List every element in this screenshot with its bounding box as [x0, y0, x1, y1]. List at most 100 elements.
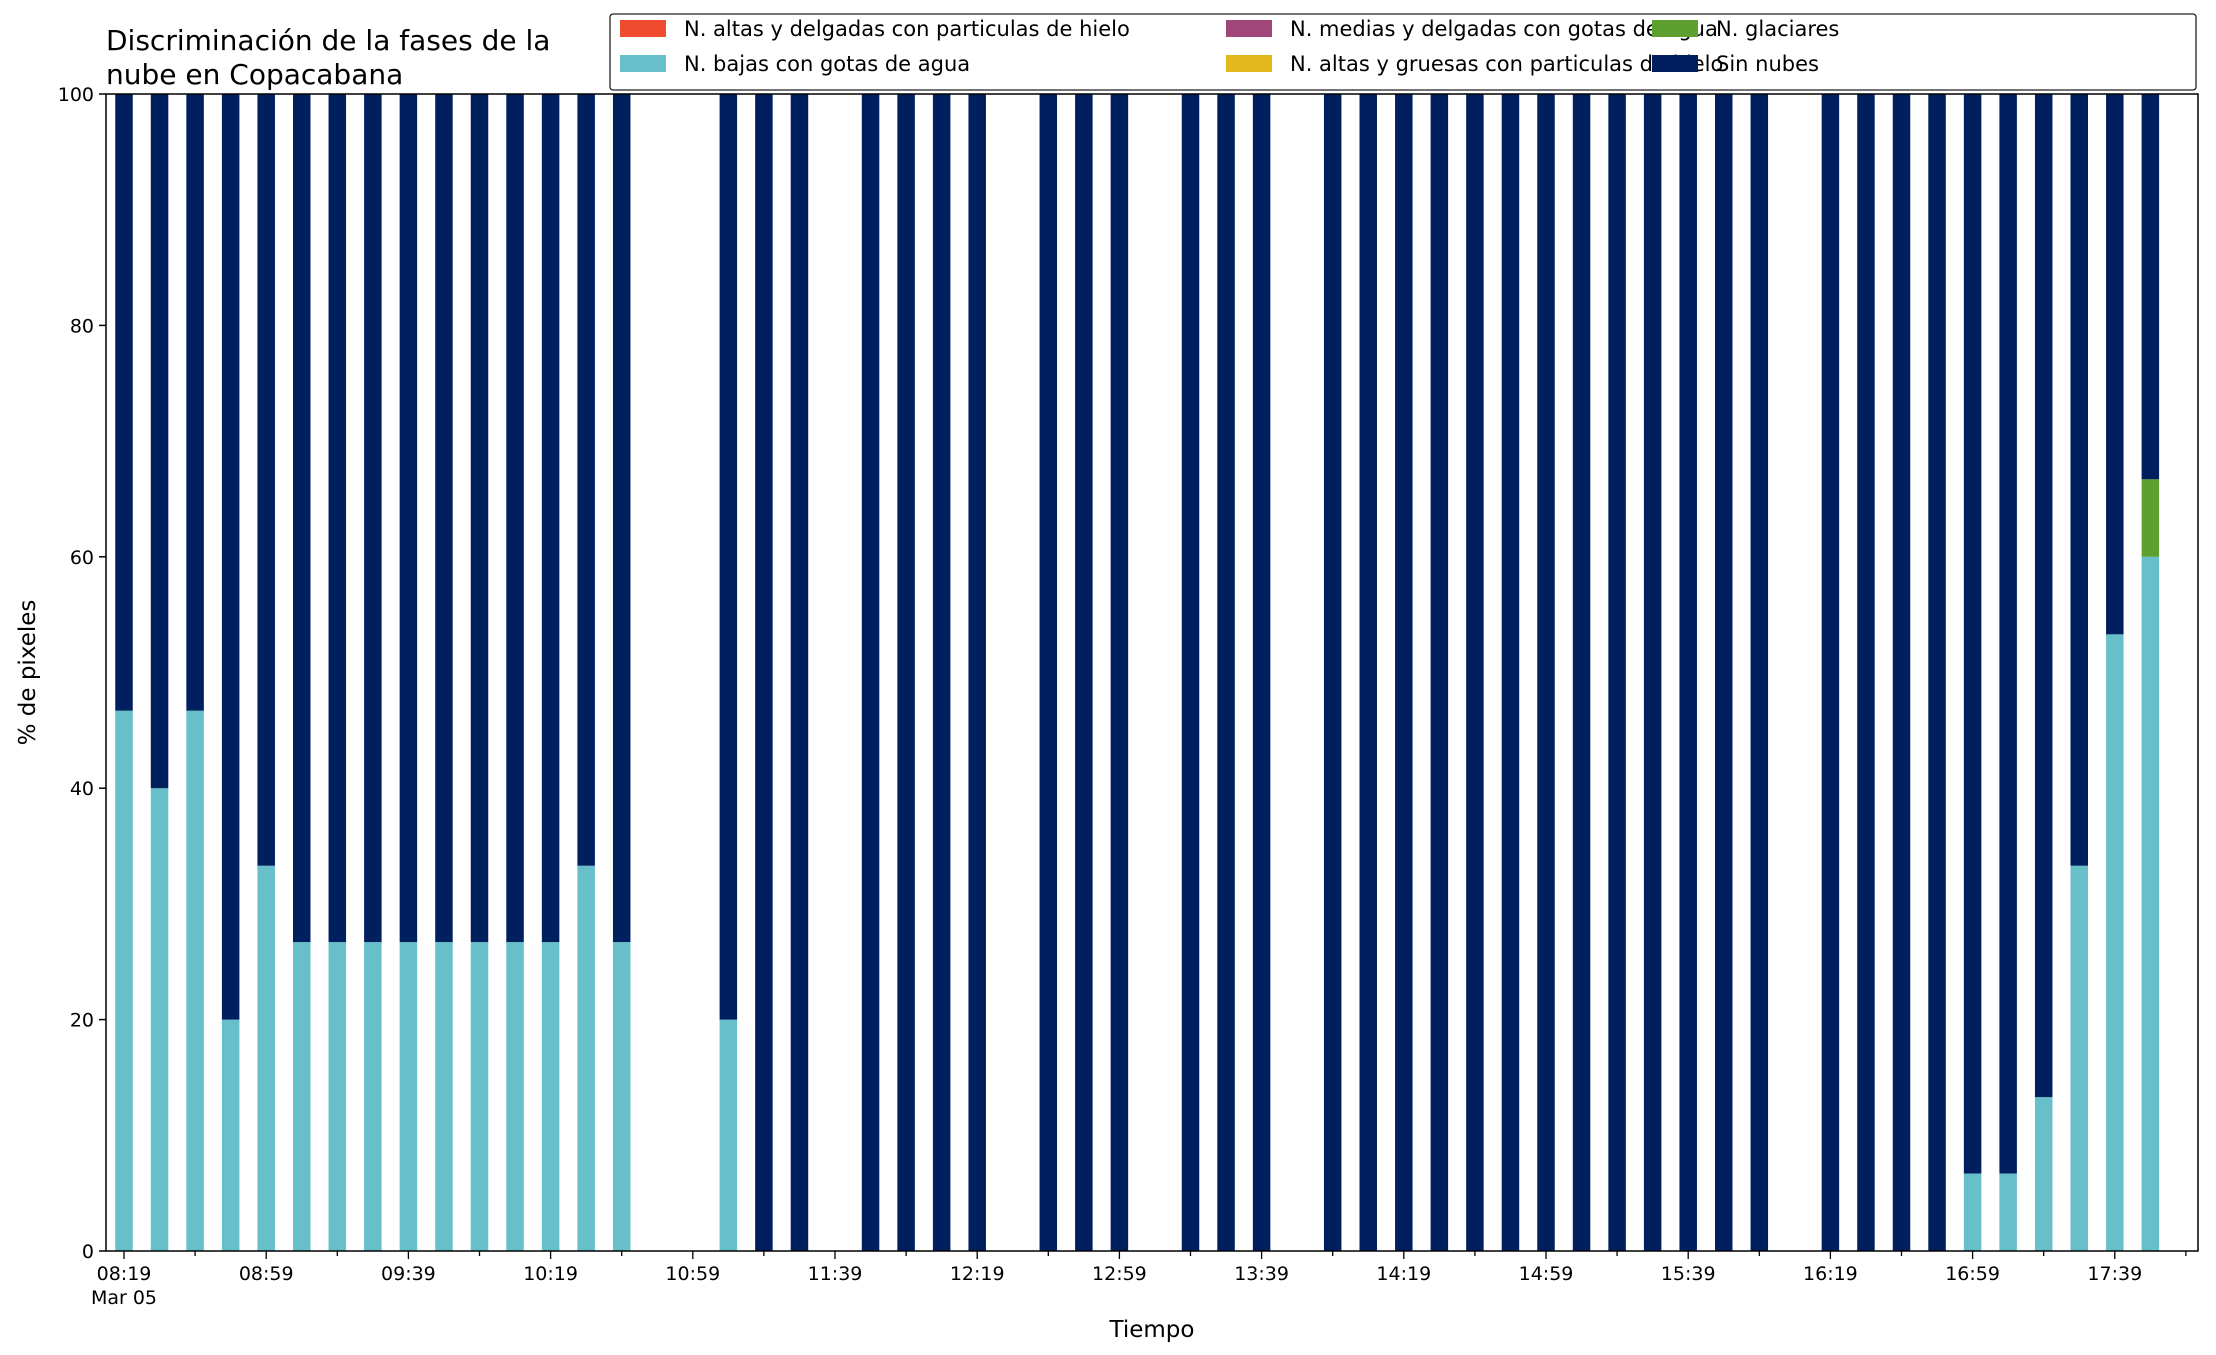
- y-tick-label: 80: [70, 315, 94, 337]
- bar-segment: [2034, 94, 2053, 1098]
- bar-segment: [612, 942, 631, 1251]
- x-tick-label: 15:39: [1661, 1263, 1716, 1285]
- bar-segment: [364, 94, 382, 943]
- x-tick-label: 16:59: [1945, 1263, 2000, 1285]
- bar-segment: [115, 710, 133, 1251]
- plot-frame: [105, 93, 2199, 1252]
- bar-segment: [115, 94, 133, 711]
- legend-box: [609, 13, 2197, 91]
- bar-segment: [1181, 94, 1200, 1251]
- bar-segment: [1466, 94, 1484, 1251]
- y-tick-label: 20: [70, 1010, 94, 1032]
- x-tick-sublabel: Mar 05: [91, 1287, 157, 1309]
- bar-segment: [1892, 94, 1911, 1251]
- bar-segment: [1928, 94, 1946, 1251]
- legend-swatch: [1652, 55, 1698, 72]
- legend-entry-label: Sin nubes: [1716, 52, 1819, 76]
- bar-segment: [1999, 1173, 2017, 1251]
- bar-segment: [470, 942, 489, 1251]
- y-tick-label: 60: [70, 547, 94, 569]
- bar-segment: [1857, 94, 1875, 1251]
- bar-segment: [150, 94, 169, 789]
- x-tick-label: 10:59: [665, 1263, 720, 1285]
- bar-segment: [1572, 94, 1591, 1251]
- bar-segment: [2106, 94, 2124, 635]
- legend-swatch: [1226, 20, 1272, 37]
- bar-segment: [2141, 94, 2160, 480]
- x-tick-label: 14:19: [1376, 1263, 1431, 1285]
- legend: N. altas y delgadas con particulas de hi…: [609, 13, 2197, 91]
- y-tick-label: 0: [82, 1241, 94, 1263]
- bar-segment: [399, 942, 418, 1251]
- bar-segment: [470, 94, 489, 943]
- chart-title-line: nube en Copacabana: [106, 58, 403, 91]
- bar-segment: [541, 942, 560, 1251]
- bar-segment: [293, 942, 311, 1251]
- legend-entry-label: N. medias y delgadas con gotas de agua: [1290, 17, 1718, 41]
- bar-segment: [221, 1019, 240, 1251]
- bar-segment: [435, 942, 453, 1251]
- bar-segment: [1430, 94, 1449, 1251]
- x-tick-label: 10:19: [523, 1263, 578, 1285]
- x-tick-label: 11:39: [808, 1263, 863, 1285]
- bar-segment: [1359, 94, 1377, 1251]
- bar-segment: [506, 94, 524, 943]
- bar-segment: [719, 94, 738, 1020]
- y-tick-label: 40: [70, 778, 94, 800]
- bars-layer: [115, 94, 2160, 1251]
- legend-swatch: [1226, 55, 1272, 72]
- bar-segment: [755, 94, 773, 1251]
- bar-segment: [612, 94, 631, 943]
- bar-segment: [790, 94, 809, 1251]
- y-tick-label: 100: [58, 84, 94, 106]
- chart-title-line: Discriminación de la fases de la: [106, 24, 550, 57]
- bar-segment: [1821, 94, 1840, 1251]
- bar-segment: [364, 942, 382, 1251]
- x-tick-label: 16:19: [1803, 1263, 1858, 1285]
- bar-segment: [328, 942, 347, 1251]
- x-tick-label: 08:59: [239, 1263, 294, 1285]
- bar-segment: [257, 865, 275, 1251]
- bar-segment: [186, 94, 204, 711]
- bar-segment: [2106, 634, 2124, 1251]
- bar-segment: [328, 94, 347, 943]
- legend-entry-label: N. altas y gruesas con particulas de hie…: [1290, 52, 1723, 76]
- bar-segment: [2141, 556, 2160, 1251]
- bar-segment: [968, 94, 986, 1251]
- x-axis: 08:19 08:59 09:39 10:19 10:59 11:39 12:19 12:59…: [91, 1251, 2187, 1309]
- bar-segment: [1110, 94, 1129, 1251]
- bar-segment: [257, 94, 275, 866]
- bar-segment: [2141, 479, 2160, 557]
- x-tick-label: 12:59: [1092, 1263, 1147, 1285]
- bar-segment: [2070, 94, 2088, 866]
- bar-segment: [2034, 1097, 2053, 1251]
- bar-segment: [221, 94, 240, 1020]
- legend-entry-label: N. bajas con gotas de agua: [684, 52, 970, 76]
- bar-segment: [293, 94, 311, 943]
- bar-segment: [1039, 94, 1058, 1251]
- x-axis-label: Tiempo: [1109, 1317, 1195, 1343]
- bar-segment: [861, 94, 880, 1251]
- legend-swatch: [620, 55, 666, 72]
- bar-segment: [719, 1019, 738, 1251]
- bar-segment: [577, 865, 595, 1251]
- x-tick-label: 12:19: [950, 1263, 1005, 1285]
- bar-segment: [1537, 94, 1555, 1251]
- bar-segment: [1715, 94, 1733, 1251]
- bar-segment: [399, 94, 418, 943]
- y-axis-label: % de pixeles: [15, 600, 41, 746]
- x-tick-label: 09:39: [381, 1263, 436, 1285]
- bar-segment: [1323, 94, 1342, 1251]
- legend-entry-label: N. glaciares: [1716, 17, 1839, 41]
- bar-segment: [2070, 865, 2088, 1251]
- legend-swatch: [620, 20, 666, 37]
- bar-segment: [506, 942, 524, 1251]
- bar-segment: [1501, 94, 1520, 1251]
- bar-segment: [1395, 94, 1413, 1251]
- legend-swatch: [1652, 20, 1698, 37]
- bar-segment: [1217, 94, 1235, 1251]
- y-axis: 0 20 40 60 80 100: [58, 84, 106, 1263]
- bar-segment: [435, 94, 453, 943]
